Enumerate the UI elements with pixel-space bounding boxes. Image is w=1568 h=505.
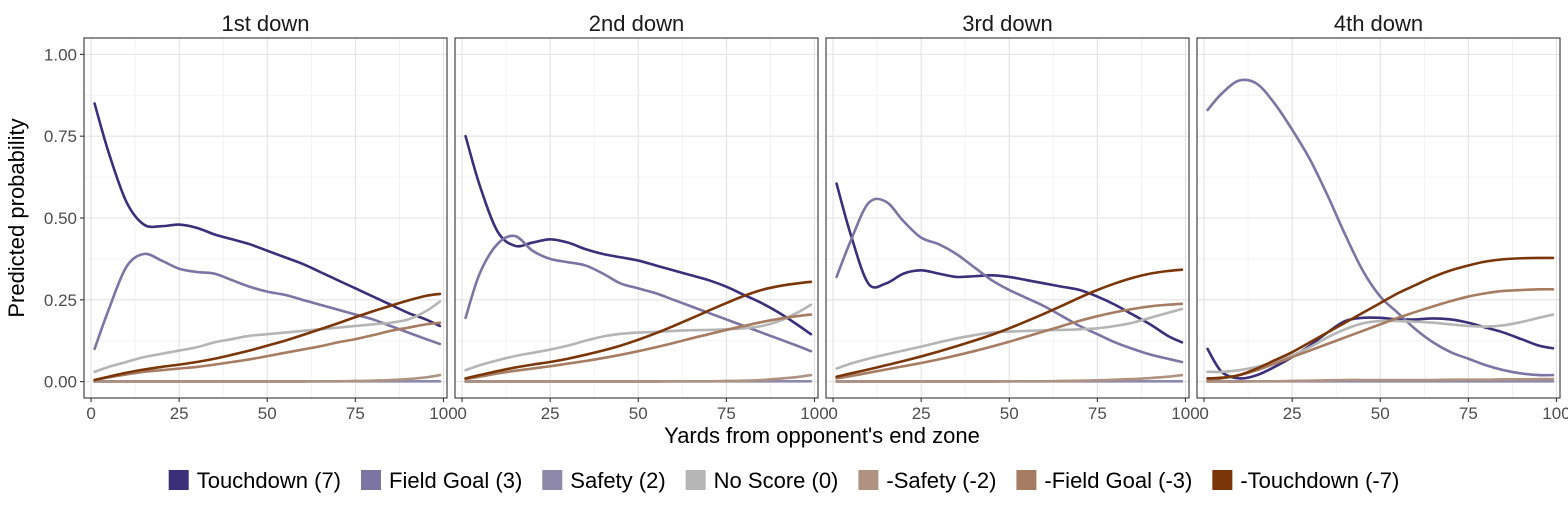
series-line (1206, 377, 1555, 383)
y-tick-label: 0.75 (44, 127, 77, 146)
facet-panels: 1st down 2nd down 3rd down 4th down (83, 8, 1561, 399)
x-tick-label: 75 (1459, 404, 1478, 423)
legend-label: Field Goal (3) (389, 468, 522, 493)
facet-title: 3rd down (962, 11, 1053, 36)
facet-panel: 3rd down (825, 8, 1190, 399)
facet-title: 4th down (1334, 11, 1423, 36)
x-tick-label: 100 (1542, 404, 1568, 423)
facet-panel: 4th down (1196, 8, 1561, 399)
series-line (93, 292, 442, 382)
legend-key (542, 470, 563, 490)
y-tick-label: 0.50 (44, 209, 77, 228)
x-tick-label: 75 (346, 404, 365, 423)
x-tick-label: 25 (1283, 404, 1302, 423)
x-tick-label: 75 (1088, 404, 1107, 423)
legend-label: Safety (2) (570, 468, 665, 493)
facet-strip (84, 8, 447, 38)
series-line (93, 321, 442, 382)
x-tick-label: 50 (1000, 404, 1019, 423)
facet-strip (1197, 8, 1560, 38)
x-tick-label: 75 (717, 404, 736, 423)
panel-border (825, 37, 1190, 399)
legend-key (168, 470, 189, 490)
legend-key (1212, 470, 1233, 490)
series-line (835, 307, 1184, 370)
x-tick-label: 100 (800, 404, 828, 423)
legend-item: Touchdown (7) (168, 468, 341, 493)
series-line (93, 300, 442, 374)
x-tick-label: 100 (1171, 404, 1199, 423)
series-line (835, 197, 1184, 364)
series-line (835, 182, 1184, 344)
legend-key (1016, 470, 1037, 490)
facet-title: 1st down (221, 11, 309, 36)
x-axis-title: Yards from opponent's end zone (664, 423, 980, 448)
x-tick-label: 25 (541, 404, 560, 423)
facet-panel: 1st down (83, 8, 448, 399)
series-line (835, 302, 1184, 380)
legend-item: Field Goal (3) (361, 468, 522, 493)
series-line (464, 280, 813, 380)
legend-label: No Score (0) (714, 468, 839, 493)
y-axis: 0.00 0.25 0.50 0.75 1.00 (44, 45, 84, 392)
series-line (835, 268, 1184, 379)
facet-strip (455, 8, 818, 38)
x-tick-label: 0 (457, 404, 466, 423)
series-line (464, 373, 813, 383)
legend-key (361, 470, 382, 490)
series-line (93, 373, 442, 383)
y-tick-label: 0.00 (44, 373, 77, 392)
series-line (1206, 256, 1555, 380)
facet-panel: 2nd down (454, 8, 819, 399)
x-tick-label: 100 (429, 404, 457, 423)
facet-strip (826, 8, 1189, 38)
x-tick-label: 25 (912, 404, 931, 423)
series-line (464, 134, 813, 336)
x-tick-label: 0 (828, 404, 837, 423)
series-line (93, 102, 442, 328)
series-line (1206, 288, 1555, 382)
x-tick-label: 50 (1371, 404, 1390, 423)
series-line (464, 303, 813, 372)
series-line (464, 313, 813, 381)
legend-item: No Score (0) (685, 468, 839, 493)
facet-title: 2nd down (589, 11, 684, 36)
x-tick-label: 0 (86, 404, 95, 423)
y-axis-title: Predicted probability (4, 118, 29, 317)
legend-key (858, 470, 879, 490)
x-tick-label: 0 (1199, 404, 1208, 423)
panel-border (454, 37, 819, 399)
y-tick-label: 0.25 (44, 291, 77, 310)
series-line (1206, 316, 1555, 380)
legend-label: -Safety (-2) (886, 468, 996, 493)
legend-label: -Field Goal (-3) (1044, 468, 1192, 493)
series-line (1206, 78, 1555, 377)
legend-item: Safety (2) (542, 468, 666, 493)
legend-item: -Touchdown (-7) (1212, 468, 1399, 493)
x-tick-label: 25 (170, 404, 189, 423)
series-line (464, 234, 813, 353)
series-line (835, 373, 1184, 383)
legend-item: -Safety (-2) (858, 468, 996, 493)
legend-label: -Touchdown (-7) (1240, 468, 1399, 493)
x-tick-label: 50 (629, 404, 648, 423)
y-tick-label: 1.00 (44, 45, 77, 64)
panel-border (1196, 37, 1561, 399)
legend: Touchdown (7) Field Goal (3) Safety (2) No … (168, 468, 1399, 493)
x-tick-label: 50 (258, 404, 277, 423)
x-axes: 0 25 50 75 100 0 25 50 75 100 0 25 50 75 100 0 25 50 75 100 (86, 398, 1568, 423)
legend-item: -Field Goal (-3) (1016, 468, 1192, 493)
legend-key (685, 470, 706, 490)
legend-label: Touchdown (7) (197, 468, 341, 493)
